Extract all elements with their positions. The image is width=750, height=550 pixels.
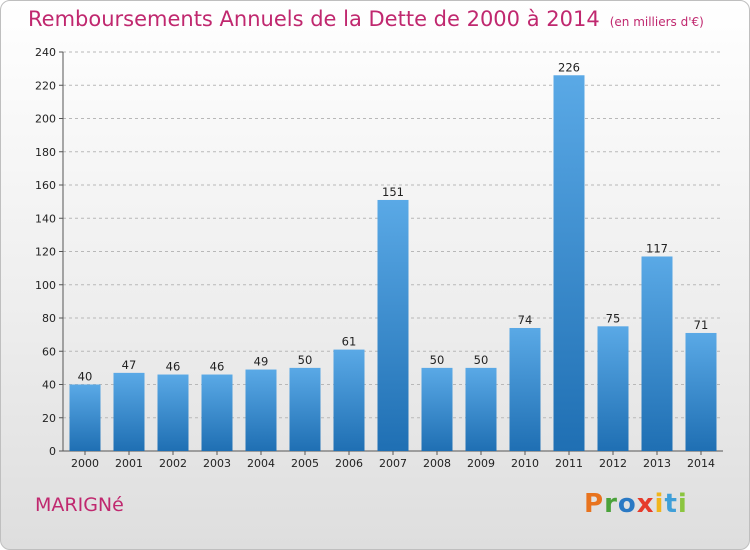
bar-2006 [333,349,365,451]
x-tick-label: 2008 [423,457,451,470]
place-name: MARIGNé [35,494,124,516]
x-tick-label: 2006 [335,457,363,470]
logo-letter: r [604,489,618,519]
x-tick-label: 2002 [159,457,187,470]
bar-value-label: 74 [518,313,533,327]
bar-value-label: 46 [210,360,225,374]
y-tick-label: 100 [35,279,56,292]
logo-letter: x [636,489,655,519]
logo-letter: i [677,489,688,519]
chart-unit-note: (en milliers d'€) [609,15,704,29]
x-tick-label: 2004 [247,457,275,470]
x-tick-label: 2012 [599,457,627,470]
y-tick-label: 220 [35,79,56,92]
logo-letter: o [617,489,637,519]
bar-value-label: 71 [694,318,709,332]
proxiti-logo[interactable]: Proxiti [584,489,688,519]
y-tick-label: 240 [35,46,56,59]
bar-value-label: 151 [382,185,404,199]
logo-letter: t [664,489,678,519]
bar-value-label: 50 [430,353,445,367]
bar-value-label: 49 [254,355,269,369]
bar-value-label: 61 [342,335,357,349]
bar-value-label: 46 [166,360,181,374]
bar-2005 [289,367,321,451]
bar-value-label: 50 [298,353,313,367]
bar-2009 [465,367,497,451]
y-tick-label: 120 [35,246,56,259]
bar-2010 [509,327,541,451]
bar-2003 [201,374,233,451]
bars: 40 47 46 46 49 50 61 151 50 50 74 226 75 117 71 [69,60,717,452]
logo-letter: P [584,489,605,519]
x-tick-label: 2009 [467,457,495,470]
x-tick-label: 2014 [687,457,715,470]
bar-2000 [69,384,101,451]
logo-letter: i [654,489,665,519]
chart-title-text: Remboursements Annuels de la Dette de 20… [28,7,600,31]
bar-2014 [685,332,717,451]
bar-value-label: 75 [606,311,621,325]
y-tick-label: 180 [35,146,56,159]
x-tick-label: 2003 [203,457,231,470]
bar-value-label: 40 [78,370,93,384]
bar-2007 [377,199,409,451]
y-tick-label: 40 [42,379,56,392]
y-tick-label: 80 [42,312,56,325]
y-tick-label: 60 [42,345,56,358]
x-tick-label: 2005 [291,457,319,470]
y-tick-label: 140 [35,212,56,225]
bar-value-label: 226 [558,60,580,74]
x-tick-label: 2011 [555,457,583,470]
bar-2011 [553,75,585,452]
y-tick-label: 200 [35,113,56,126]
bar-2004 [245,369,277,451]
bar-value-label: 47 [122,358,137,372]
x-tick-label: 2000 [71,457,99,470]
bar-2012 [597,326,629,451]
x-tick-label: 2001 [115,457,143,470]
axes: 0 20 40 60 80 100 120 140 160 180 200 220 240 2000 200… [35,46,723,470]
bar-value-label: 117 [646,241,668,255]
x-tick-label: 2010 [511,457,539,470]
y-tick-label: 0 [49,445,56,458]
bar-2001 [113,372,145,451]
x-tick-label: 2007 [379,457,407,470]
chart-title: Remboursements Annuels de la Dette de 20… [28,7,704,31]
bar-2008 [421,367,453,451]
x-tick-label: 2013 [643,457,671,470]
bar-value-label: 50 [474,353,489,367]
y-tick-label: 160 [35,179,56,192]
y-tick-label: 20 [42,412,56,425]
bar-2002 [157,374,189,451]
bar-2013 [641,256,673,451]
